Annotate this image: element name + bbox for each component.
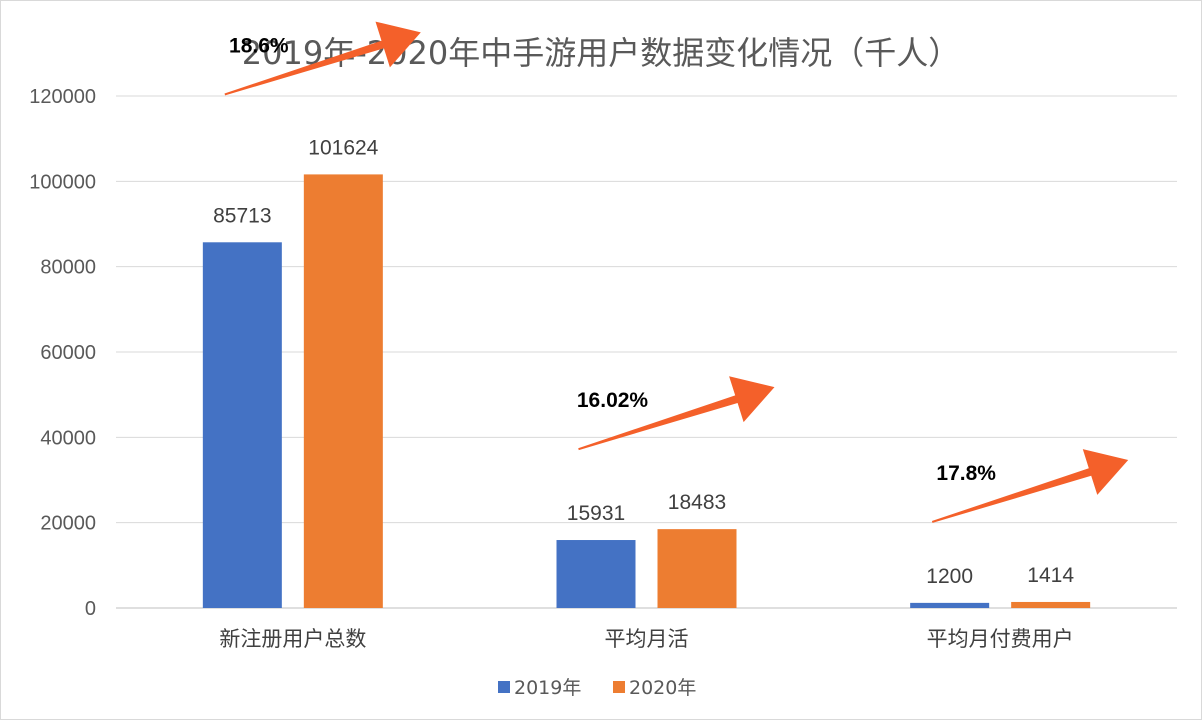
data-label: 85713 [213, 204, 271, 227]
y-tick-label: 80000 [40, 257, 96, 279]
growth-label: 18.6% [229, 34, 289, 57]
y-tick-label: 120000 [29, 86, 96, 108]
growth-arrow [931, 449, 1129, 523]
legend: 2019年 2020年 [498, 677, 696, 699]
bar [910, 602, 990, 608]
data-labels: 85713 101624 15931 18483 1200 1414 [213, 136, 1074, 587]
bar [303, 174, 383, 608]
bar [1011, 601, 1091, 608]
legend-swatch [613, 681, 625, 693]
x-axis-categories: 新注册用户总数 平均月活 平均月付费用户 [219, 627, 1073, 651]
data-label: 101624 [308, 136, 378, 159]
y-axis-ticks: 0 20000 40000 60000 80000 100000 120000 [29, 86, 96, 620]
legend-swatch [498, 681, 510, 693]
bar [202, 242, 282, 608]
bar [657, 529, 737, 608]
legend-label: 2019年 [514, 677, 581, 699]
y-tick-label: 100000 [29, 171, 96, 193]
data-label: 15931 [567, 502, 625, 525]
y-tick-label: 0 [85, 598, 96, 620]
growth-arrow [224, 21, 421, 96]
gridlines [116, 95, 1177, 609]
bars [202, 174, 1091, 608]
growth-arrow [578, 376, 775, 451]
category-label: 新注册用户总数 [219, 627, 366, 651]
bar [556, 540, 636, 608]
category-label: 平均月活 [605, 627, 689, 651]
growth-arrows: 18.6% 16.02% 17.8% [224, 21, 1129, 523]
data-label: 1414 [1027, 564, 1074, 587]
growth-label: 17.8% [936, 462, 996, 485]
y-tick-label: 20000 [40, 513, 96, 535]
legend-label: 2020年 [629, 677, 696, 699]
y-tick-label: 60000 [40, 342, 96, 364]
y-tick-label: 40000 [40, 427, 96, 449]
growth-label: 16.02% [577, 389, 649, 412]
category-label: 平均月付费用户 [927, 627, 1074, 651]
data-label: 18483 [668, 491, 726, 514]
data-label: 1200 [926, 565, 973, 588]
